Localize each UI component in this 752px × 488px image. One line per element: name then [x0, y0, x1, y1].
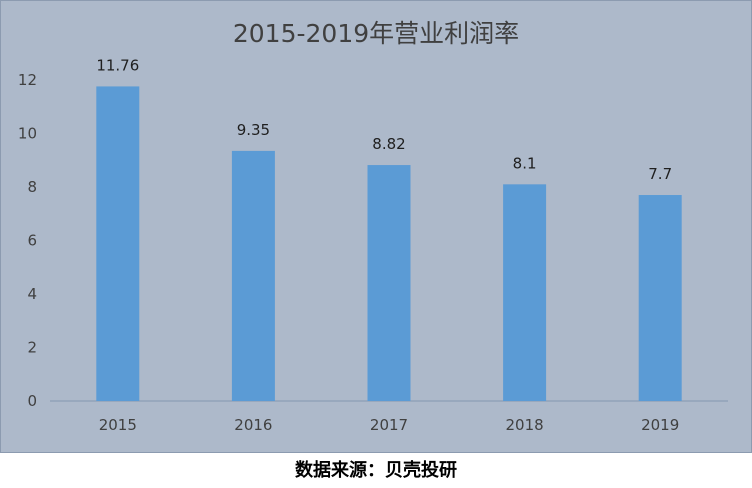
bar-chart: 0 2 4 6 8 10 12 11.76 2015 9.35 2016 8.82 2017 8.1 201… [18, 56, 728, 434]
data-label-2018: 8.1 [513, 154, 537, 172]
bar-2016 [231, 150, 275, 401]
y-tick-label: 0 [27, 392, 37, 410]
x-tick-label-2015: 2015 [99, 416, 137, 434]
data-label-2016: 9.35 [237, 121, 270, 139]
y-tick-label: 12 [18, 71, 37, 89]
chart-title: 2015-2019年营业利润率 [232, 19, 520, 48]
x-tick-label-2017: 2017 [370, 416, 408, 434]
y-tick-label: 6 [27, 232, 37, 250]
data-label-2015: 11.76 [96, 56, 139, 74]
bar-2017 [367, 165, 411, 401]
x-tick-label-2019: 2019 [641, 416, 679, 434]
y-tick-label: 8 [27, 178, 37, 196]
bar-2015 [96, 86, 140, 402]
source-note: 数据来源：贝壳投研 [295, 460, 457, 481]
data-label-2017: 8.82 [372, 135, 405, 153]
y-tick-label: 4 [27, 285, 37, 303]
y-tick-label: 2 [27, 339, 37, 357]
bar-2019 [638, 195, 682, 401]
x-tick-label-2018: 2018 [506, 416, 544, 434]
data-label-2019: 7.7 [648, 165, 672, 183]
y-tick-label: 10 [18, 125, 37, 143]
x-tick-label-2016: 2016 [234, 416, 272, 434]
bar-2018 [503, 184, 547, 401]
